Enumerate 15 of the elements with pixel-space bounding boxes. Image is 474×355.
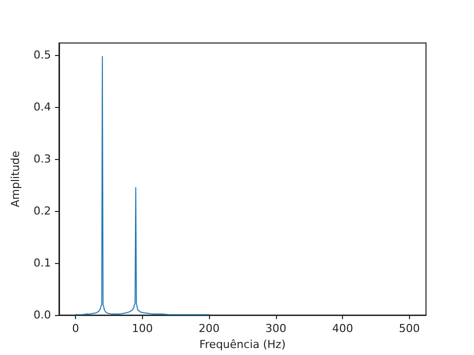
y-tick-label: 0.0 (34, 308, 51, 322)
x-tick-label: 100 (132, 322, 153, 336)
y-tick-label: 0.2 (34, 204, 51, 218)
x-tick-label: 200 (198, 322, 220, 336)
line-series (75, 56, 210, 316)
y-tick-label: 0.3 (34, 152, 51, 166)
x-tick-label: 300 (265, 322, 286, 336)
x-tick-label: 0 (72, 322, 80, 336)
x-tick-label: 400 (332, 322, 354, 336)
x-axis-title: Frequência (Hz) (199, 338, 286, 351)
x-tick-label: 500 (398, 322, 420, 336)
y-tick-label: 0.5 (34, 48, 51, 62)
y-axis-title: Amplitude (9, 150, 22, 208)
y-tick-label: 0.1 (34, 256, 51, 270)
y-tick-label: 0.4 (34, 100, 51, 114)
